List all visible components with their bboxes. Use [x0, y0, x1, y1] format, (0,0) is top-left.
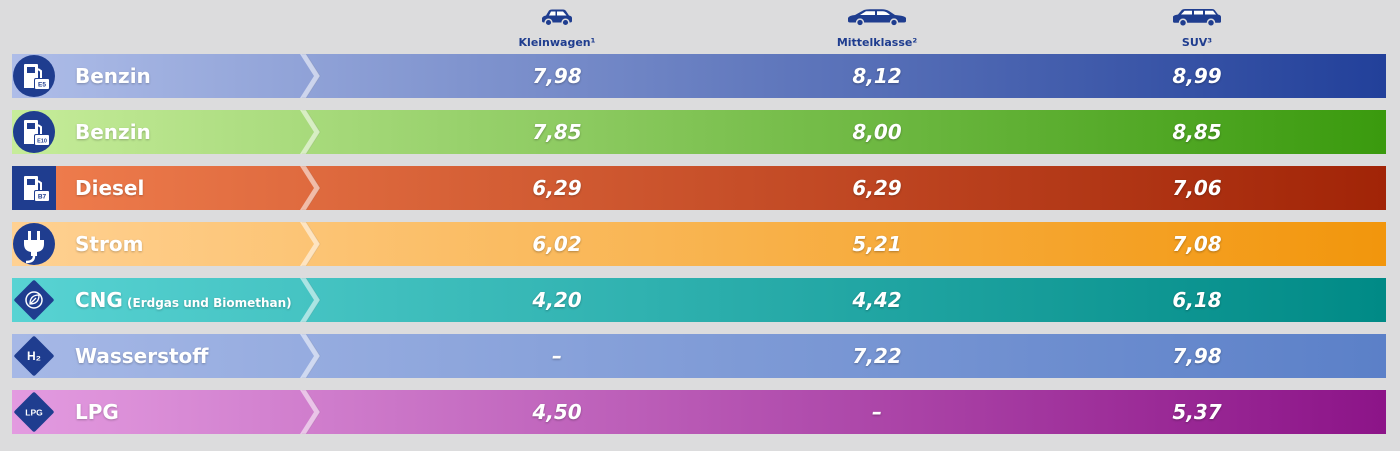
electric-plug-icon [13, 223, 55, 265]
value-cell: 7,08 [1172, 232, 1222, 256]
value-cell: 7,22 [852, 344, 902, 368]
column-header: Kleinwagen¹ Mittelklasse² SUV³ [0, 0, 1400, 54]
chevron-divider [300, 334, 321, 378]
fuel-name: Benzin [75, 110, 151, 154]
table-row: CNG (Erdgas und Biomethan) 4,20 4,42 6,18 [0, 278, 1400, 322]
row-bar [12, 110, 1386, 154]
value-cell: 7,85 [532, 120, 582, 144]
small-car-icon [542, 9, 572, 27]
fuel-name-label: CNG [75, 288, 123, 312]
badge-label: B7 [38, 194, 47, 201]
fuel-icon-container: LPG [12, 390, 56, 434]
chevron-divider [300, 278, 321, 322]
value-cell: 8,99 [1172, 64, 1222, 88]
cng-leaf-icon [14, 280, 54, 320]
value-cell: 6,02 [532, 232, 582, 256]
row-bar [12, 222, 1386, 266]
fuel-icon-container [12, 278, 56, 322]
value-cell: 7,98 [1172, 344, 1222, 368]
fuel-pump-e10-icon: E10 [13, 111, 55, 153]
fuel-icon-container: E5 [12, 54, 56, 98]
row-bar [12, 166, 1386, 210]
table-row: E5 Benzin 7,98 8,12 8,99 [0, 54, 1400, 98]
table-row: LPG LPG 4,50 – 5,37 [0, 390, 1400, 434]
fuel-name-label: Wasserstoff [75, 344, 209, 368]
fuel-name: Wasserstoff [75, 334, 209, 378]
chevron-divider [300, 390, 321, 434]
fuel-pump-b7-icon: B7 [12, 166, 56, 210]
column-label: Kleinwagen¹ [518, 36, 596, 49]
value-cell: 8,00 [852, 120, 902, 144]
column-mittelklasse: Mittelklasse² [797, 8, 957, 49]
value-cell: 8,12 [852, 64, 902, 88]
chevron-divider [300, 166, 321, 210]
value-cell: 4,42 [852, 288, 902, 312]
value-cell: 4,50 [532, 400, 582, 424]
value-cell: 8,85 [1172, 120, 1222, 144]
chevron-divider [300, 110, 321, 154]
fuel-name: CNG (Erdgas und Biomethan) [75, 278, 292, 322]
fuel-name: Diesel [75, 166, 144, 210]
row-bar [12, 390, 1386, 434]
value-cell: 5,21 [852, 232, 902, 256]
column-kleinwagen: Kleinwagen¹ [477, 8, 637, 49]
value-cell: 4,20 [532, 288, 582, 312]
fuel-name-subtitle: (Erdgas und Biomethan) [122, 296, 292, 310]
badge-label: LPG [25, 408, 43, 418]
fuel-name-label: LPG [75, 400, 119, 424]
fuel-name-label: Benzin [75, 64, 151, 88]
hydrogen-h2-icon: H₂ [14, 336, 54, 376]
value-cell: 7,98 [532, 64, 582, 88]
column-label: SUV³ [1181, 36, 1213, 49]
suv-car-icon [1173, 9, 1221, 28]
badge-label: H₂ [27, 349, 41, 363]
table-row: H₂ Wasserstoff – 7,22 7,98 [0, 334, 1400, 378]
chevron-divider [300, 54, 321, 98]
lpg-icon: LPG [14, 392, 54, 432]
row-bar [12, 278, 1386, 322]
fuel-icon-container: B7 [12, 166, 56, 210]
value-cell: 5,37 [1172, 400, 1222, 424]
value-cell: 6,29 [532, 176, 582, 200]
fuel-name-label: Benzin [75, 120, 151, 144]
fuel-name: Benzin [75, 54, 151, 98]
table-row: Strom 6,02 5,21 7,08 [0, 222, 1400, 266]
fuel-icon-container: E10 [12, 110, 56, 154]
value-cell: 7,06 [1172, 176, 1222, 200]
fuel-name-label: Diesel [75, 176, 145, 200]
row-bar [12, 334, 1386, 378]
fuel-name: LPG [75, 390, 119, 434]
fuel-pump-e5-icon: E5 [13, 55, 55, 97]
column-label: Mittelklasse² [836, 36, 918, 49]
value-cell: – [552, 344, 562, 368]
fuel-icon-container: H₂ [12, 334, 56, 378]
value-cell: 6,18 [1172, 288, 1222, 312]
table-row: E10 Benzin 7,85 8,00 8,85 [0, 110, 1400, 154]
sedan-car-icon [848, 9, 906, 27]
fuel-name-label: Strom [75, 232, 144, 256]
column-suv: SUV³ [1117, 8, 1277, 49]
fuel-icon-container [12, 222, 56, 266]
badge-label: E10 [37, 139, 47, 145]
badge-label: E5 [38, 82, 46, 89]
value-cell: – [872, 400, 882, 424]
table-row: B7 Diesel 6,29 6,29 7,06 [0, 166, 1400, 210]
fuel-name: Strom [75, 222, 143, 266]
value-cell: 6,29 [852, 176, 902, 200]
chevron-divider [300, 222, 321, 266]
row-bar [12, 54, 1386, 98]
